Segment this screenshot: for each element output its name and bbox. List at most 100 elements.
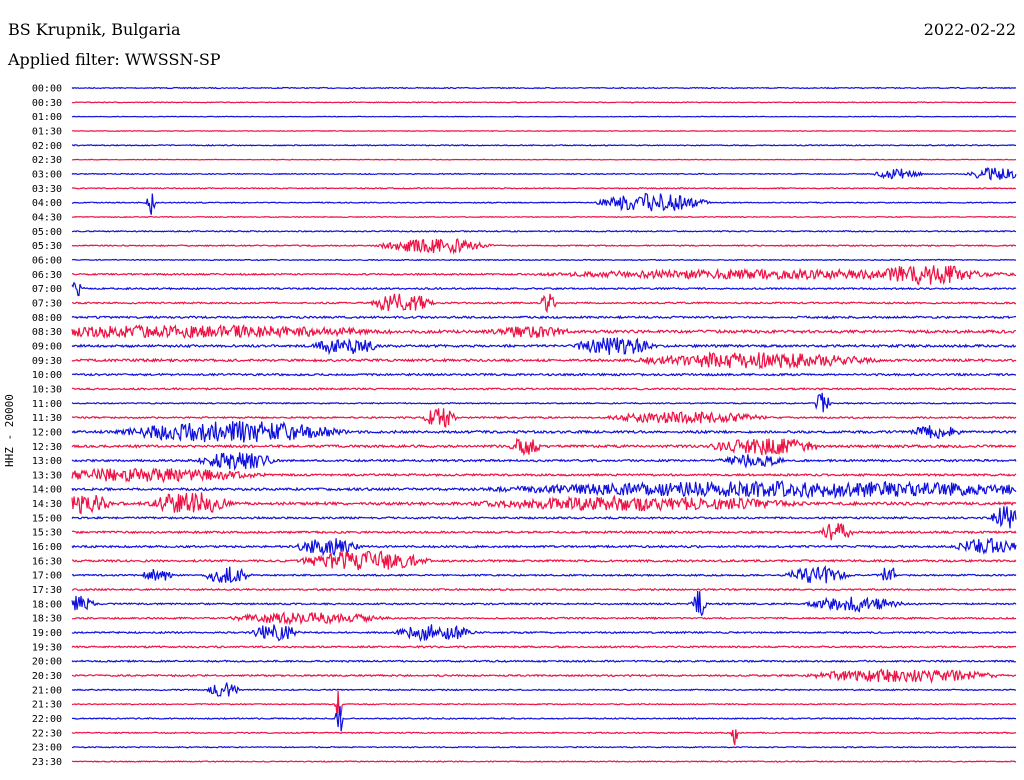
- seismic-trace-row: [71, 624, 1017, 643]
- row-time-label: 20:00: [32, 657, 62, 668]
- seismic-trace-row: [71, 229, 1017, 233]
- row-time-label: 15:30: [32, 528, 62, 539]
- row-time-label: 08:00: [32, 313, 62, 324]
- row-time-label: 10:30: [32, 384, 62, 395]
- filter-label: Applied filter: WWSSN-SP: [8, 50, 221, 69]
- seismic-trace-row: [71, 420, 1017, 443]
- seismic-trace-row: [71, 467, 1017, 484]
- row-time-label: 19:00: [32, 628, 62, 639]
- row-time-label: 07:30: [32, 298, 62, 309]
- seismic-trace-row: [71, 523, 1017, 541]
- seismic-trace-row: [71, 101, 1017, 104]
- row-time-label: 09:30: [32, 356, 62, 367]
- seismic-trace-row: [71, 565, 1017, 584]
- row-time-label: 06:00: [32, 255, 62, 266]
- row-time-label: 20:30: [32, 671, 62, 682]
- row-time-label: 00:30: [32, 98, 62, 109]
- row-time-label: 07:00: [32, 284, 62, 295]
- seismic-trace-row: [71, 143, 1017, 147]
- row-time-label: 21:00: [32, 685, 62, 696]
- row-time-label: 22:00: [32, 714, 62, 725]
- row-time-label: 03:30: [32, 184, 62, 195]
- seismic-trace-row: [71, 238, 1017, 255]
- seismic-trace-row: [71, 706, 1016, 732]
- row-time-label: 06:30: [32, 270, 62, 281]
- row-time-label: 16:00: [32, 542, 62, 553]
- station-title: BS Krupnik, Bulgaria: [8, 20, 181, 39]
- seismic-trace-row: [71, 86, 1017, 90]
- seismic-trace-row: [71, 437, 1017, 457]
- seismic-trace-row: [71, 645, 1017, 649]
- seismic-trace-row: [71, 729, 1017, 746]
- seismic-trace-row: [71, 387, 1016, 391]
- seismic-trace-row: [72, 130, 1017, 132]
- row-time-label: 05:30: [32, 241, 62, 252]
- row-time-label: 04:00: [32, 198, 62, 209]
- row-time-label: 15:00: [32, 513, 62, 524]
- row-time-label: 19:30: [32, 642, 62, 653]
- seismic-trace-row: [71, 587, 1017, 592]
- row-time-label: 14:30: [32, 499, 62, 510]
- seismic-trace-row: [71, 611, 1016, 626]
- row-time-label: 17:30: [32, 585, 62, 596]
- row-time-label: 08:30: [32, 327, 62, 338]
- seismic-trace-row: [71, 745, 1017, 749]
- row-time-label: 12:00: [32, 427, 62, 438]
- seismic-trace-row: [71, 480, 1017, 500]
- seismic-trace-row: [72, 192, 1017, 215]
- row-time-label: 16:30: [32, 556, 62, 567]
- row-time-label: 18:30: [32, 614, 62, 625]
- seismic-trace-row: [71, 281, 1017, 297]
- row-time-label: 14:00: [32, 485, 62, 496]
- date-label: 2022-02-22: [923, 20, 1016, 39]
- seismic-trace-row: [71, 158, 1017, 161]
- seismic-trace-row: [71, 506, 1017, 529]
- row-time-label: 13:30: [32, 470, 62, 481]
- seismic-trace-row: [71, 265, 1017, 286]
- row-time-label: 11:30: [32, 413, 62, 424]
- seismic-trace-row: [72, 186, 1017, 190]
- seismic-trace-row: [72, 760, 1016, 763]
- seismic-trace-row: [71, 315, 1017, 320]
- row-time-label: 02:30: [32, 155, 62, 166]
- row-time-label: 12:30: [32, 442, 62, 453]
- row-time-label: 23:30: [32, 757, 62, 768]
- seismic-trace-row: [71, 550, 1017, 571]
- seismic-trace-row: [71, 115, 1017, 118]
- row-time-label: 05:00: [32, 227, 62, 238]
- row-time-label: 13:00: [32, 456, 62, 467]
- row-time-label: 17:00: [32, 571, 62, 582]
- seismic-trace-row: [71, 452, 1017, 471]
- seismic-trace-row: [71, 392, 1017, 413]
- seismic-trace-row: [71, 590, 1017, 617]
- row-time-label: 01:30: [32, 126, 62, 137]
- row-time-label: 03:00: [32, 169, 62, 180]
- row-time-label: 18:00: [32, 599, 62, 610]
- seismic-trace-row: [71, 408, 1017, 428]
- seismic-trace-row: [71, 293, 1017, 314]
- seismic-trace-row: [71, 372, 1017, 377]
- row-time-label: 04:30: [32, 212, 62, 223]
- seismic-trace-row: [72, 682, 1017, 697]
- row-time-label: 22:30: [32, 728, 62, 739]
- row-time-label: 01:00: [32, 112, 62, 123]
- seismic-trace-row: [71, 659, 1017, 664]
- seismic-trace-row: [71, 351, 1017, 370]
- seismic-trace-row: [71, 166, 1017, 181]
- seismic-trace-row: [71, 690, 1017, 719]
- seismic-trace-row: [71, 492, 1017, 515]
- seismic-trace-row: [71, 215, 1017, 219]
- row-time-label: 10:00: [32, 370, 62, 381]
- seismic-trace-row: [72, 668, 1017, 684]
- row-time-label: 02:00: [32, 141, 62, 152]
- row-time-label: 09:00: [32, 341, 62, 352]
- seismic-trace-row: [71, 258, 1017, 262]
- seismic-trace-row: [71, 324, 1017, 340]
- row-time-label: 00:00: [32, 84, 62, 95]
- row-time-label: 11:00: [32, 399, 62, 410]
- seismic-trace-row: [71, 337, 1017, 356]
- seismic-trace-row: [71, 537, 1017, 557]
- row-time-label: 21:30: [32, 700, 62, 711]
- row-time-label: 23:00: [32, 743, 62, 754]
